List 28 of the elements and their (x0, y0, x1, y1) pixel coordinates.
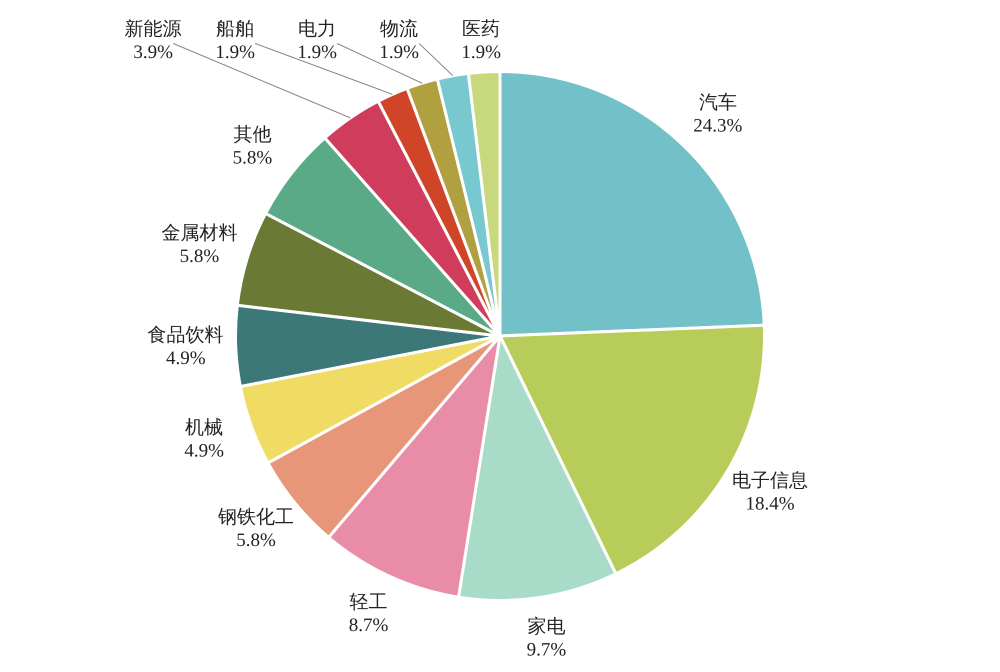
data-label: 18.4% (745, 494, 795, 515)
slice-label: 金属材料 (161, 223, 238, 244)
data-label: 5.8% (232, 148, 272, 169)
slice-label: 家电 (527, 616, 566, 638)
slice-label: 物流 (380, 18, 418, 40)
data-label: 1.9% (215, 42, 256, 63)
slice-label: 新能源 (124, 18, 182, 40)
slice-label: 电力 (298, 18, 336, 40)
slice-label: 船舶 (216, 18, 254, 40)
slice-label: 其他 (233, 124, 272, 146)
data-label: 24.3% (693, 115, 742, 136)
data-label: 4.9% (184, 440, 224, 462)
data-label: 3.9% (133, 42, 174, 63)
slice-label: 轻工 (350, 592, 388, 613)
data-label: 5.8% (236, 530, 276, 551)
data-label: 1.9% (461, 42, 502, 63)
slice-label: 机械 (185, 418, 224, 439)
data-label: 1.9% (297, 42, 338, 63)
slice-label: 钢铁化工 (217, 506, 294, 528)
data-label: 1.9% (379, 42, 420, 63)
data-label: 9.7% (526, 640, 566, 661)
data-label: 8.7% (348, 614, 388, 636)
slice-label: 食品饮料 (148, 325, 224, 346)
slice-label: 汽车 (698, 92, 737, 114)
slice-label: 医药 (462, 18, 500, 40)
data-label: 5.8% (180, 246, 220, 268)
data-label: 4.9% (166, 348, 206, 370)
slice-label: 电子信息 (732, 470, 808, 492)
